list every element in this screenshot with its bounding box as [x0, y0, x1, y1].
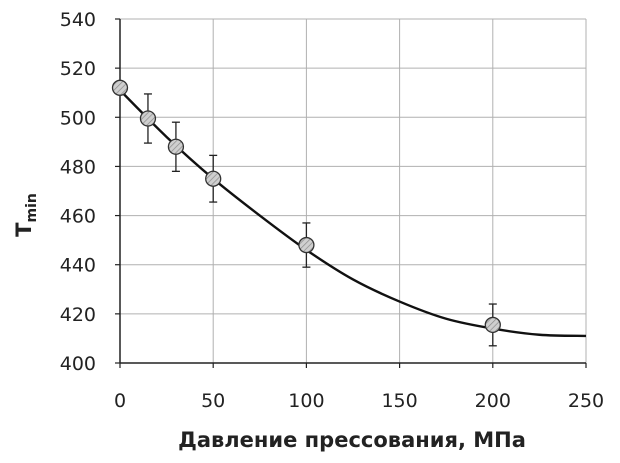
data-point: [111, 79, 129, 96]
y-tick-label: 400: [60, 353, 96, 375]
data-point: [167, 138, 185, 155]
x-tick-label: 150: [381, 390, 417, 412]
y-tick-label: 520: [60, 58, 96, 80]
trendline: [119, 89, 587, 338]
y-tick-label: 420: [60, 304, 96, 326]
y-tick-label: 500: [60, 107, 96, 129]
data-point: [139, 110, 157, 127]
y-axis-label-main: T: [12, 222, 36, 237]
data-series: [111, 79, 587, 347]
y-tick-label: 540: [60, 9, 96, 31]
x-tick-label: 50: [201, 390, 225, 412]
x-tick-label: 100: [288, 390, 324, 412]
y-axis-label-subscript: min: [24, 193, 40, 222]
x-tick-label: 200: [475, 390, 511, 412]
data-point: [205, 170, 222, 187]
data-point: [298, 236, 315, 254]
y-tick-label: 480: [60, 156, 96, 178]
x-axis-label: Давление прессования, МПа: [178, 428, 526, 452]
x-tick-label: 0: [114, 390, 126, 412]
axes: [115, 18, 587, 368]
data-point: [484, 316, 501, 334]
tick-labels: 400 420 440 460 480 500 520 540 0 50 100 150 200 250: [60, 9, 604, 412]
y-tick-label: 460: [60, 206, 96, 228]
grid: [119, 18, 587, 364]
y-tick-label: 440: [60, 255, 96, 277]
x-tick-label: 250: [568, 390, 604, 412]
y-axis-label: Tmin: [12, 193, 40, 237]
